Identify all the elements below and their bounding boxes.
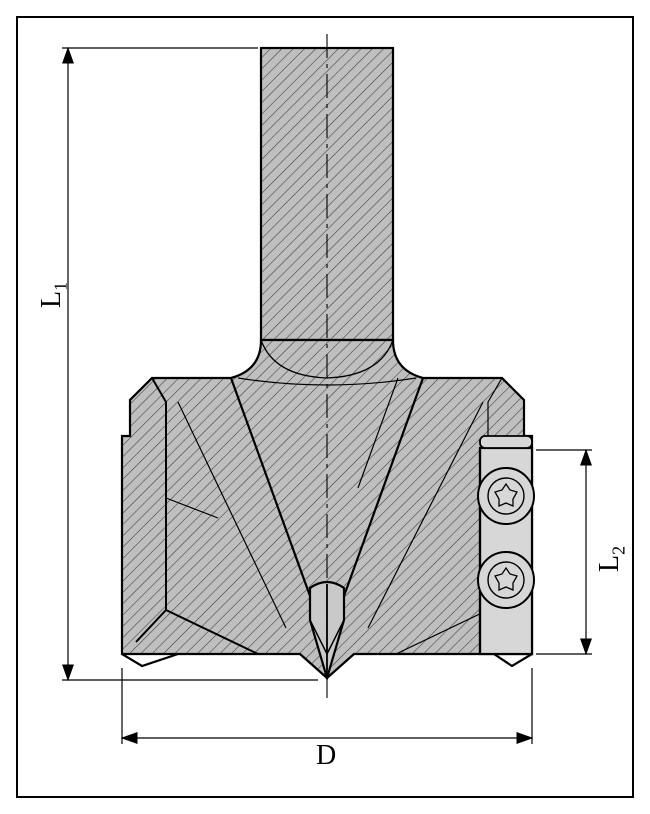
screw-bottom — [478, 552, 534, 608]
technical-drawing — [18, 18, 636, 800]
screw-top — [478, 468, 534, 524]
dimension-L2 — [536, 450, 592, 654]
drawing-frame: L1 D L2 — [16, 16, 634, 798]
label-L2: L2 — [594, 546, 630, 572]
label-L1: L1 — [36, 282, 72, 308]
label-D: D — [316, 740, 336, 772]
